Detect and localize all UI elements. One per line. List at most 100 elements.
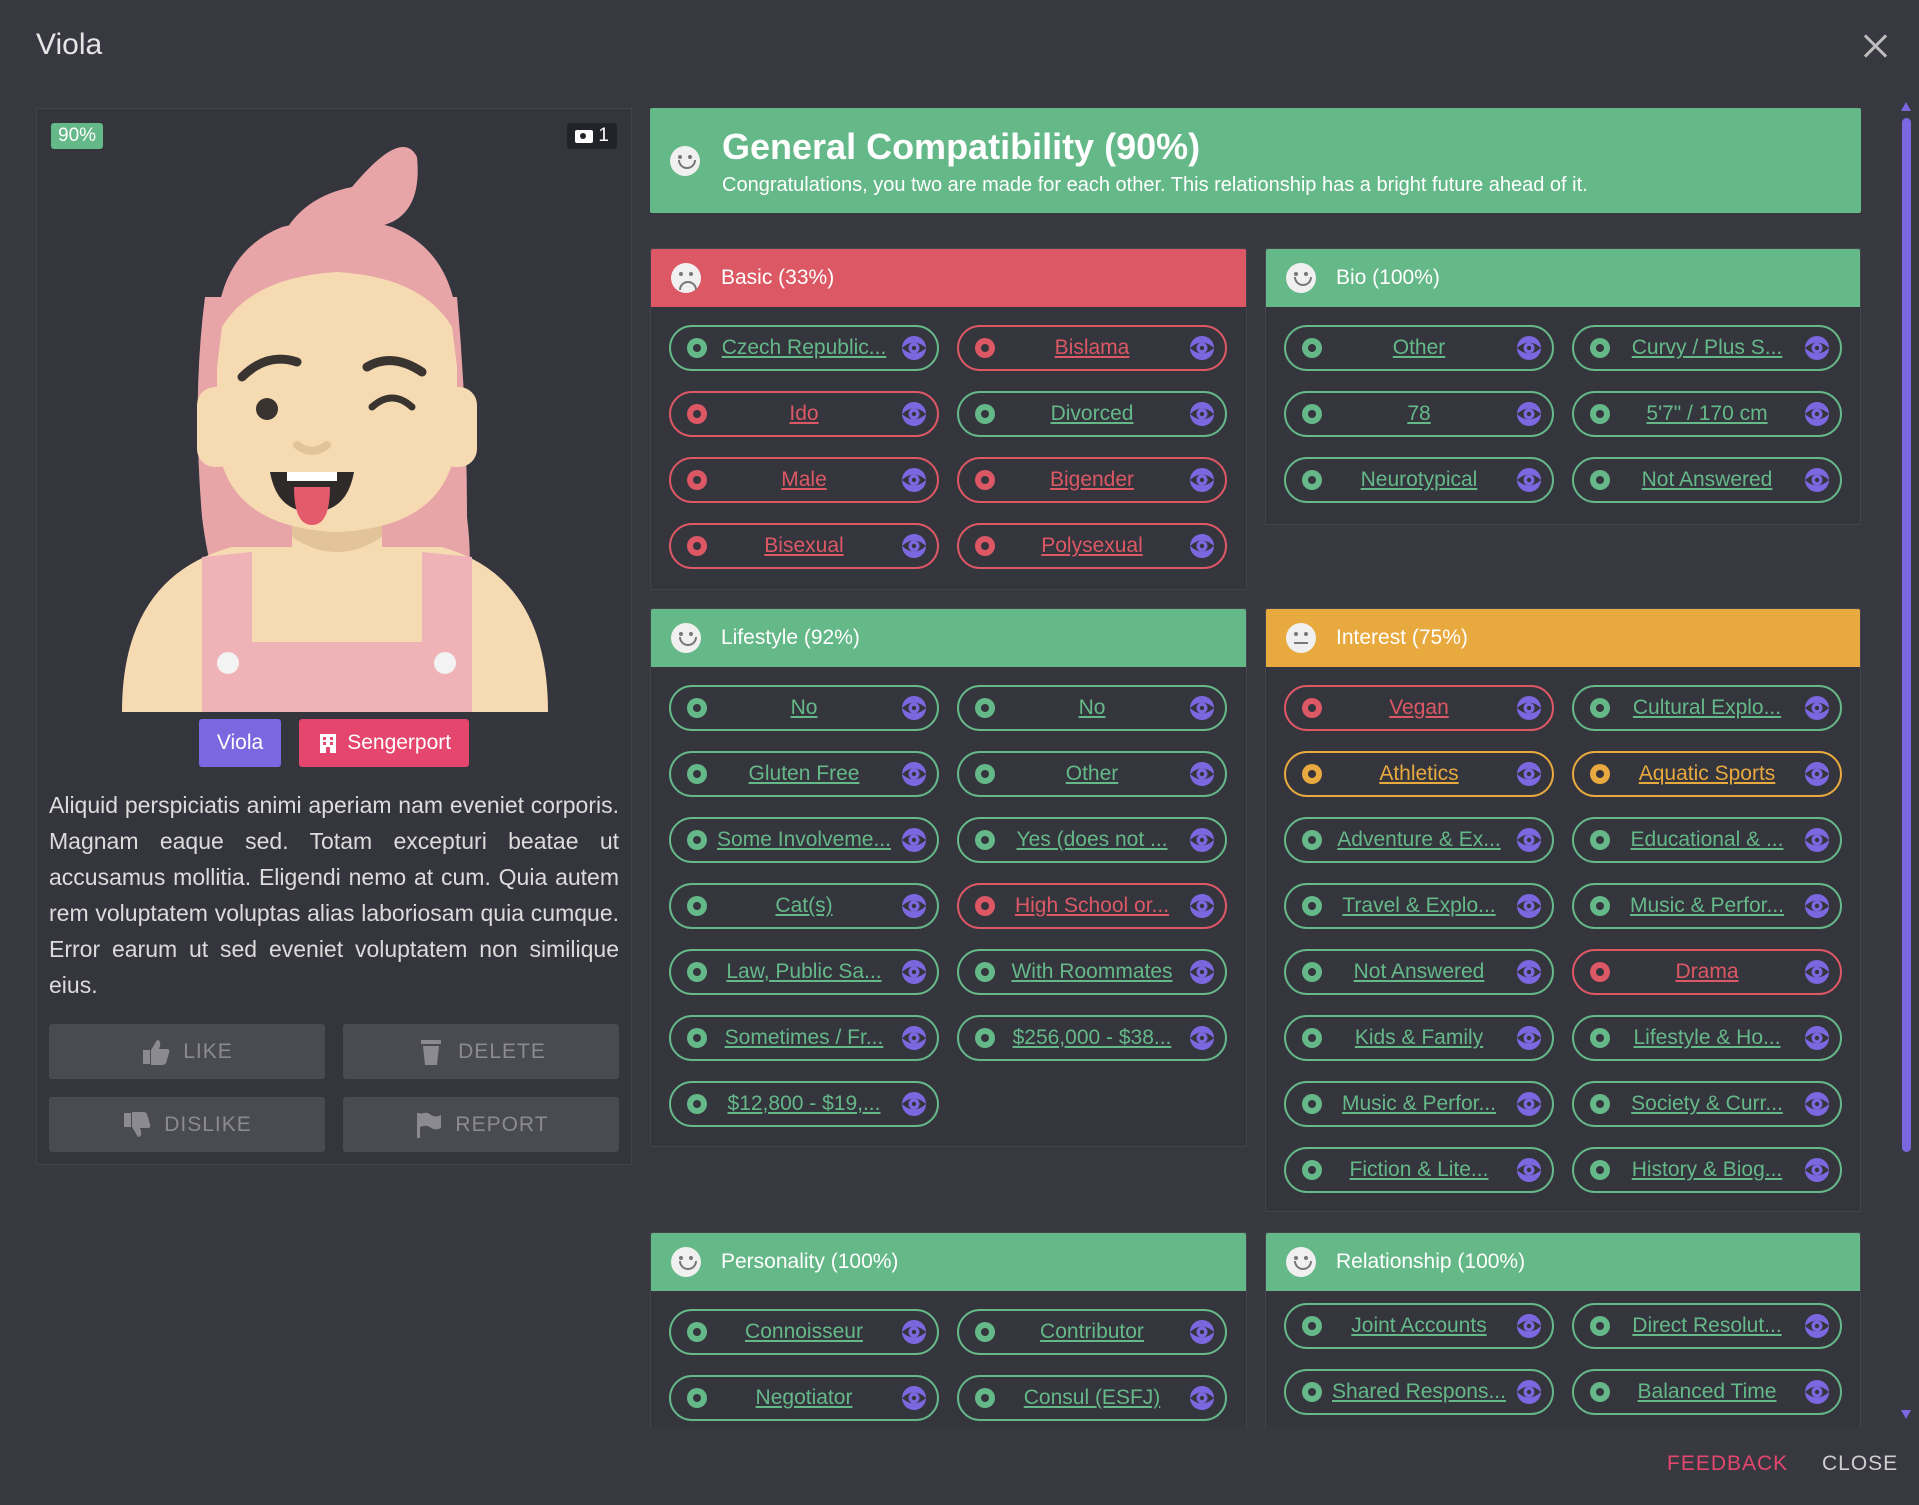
basic-item[interactable]: Czech Republic... [669, 325, 939, 371]
bio-item[interactable]: Not Answered [1572, 457, 1842, 503]
eye-icon[interactable] [897, 334, 931, 362]
eye-icon[interactable] [1800, 466, 1834, 494]
eye-icon[interactable] [1512, 760, 1546, 788]
interest-item-label[interactable]: Not Answered [1353, 960, 1485, 983]
eye-icon[interactable] [1512, 958, 1546, 986]
lifestyle-item-label[interactable]: No [790, 696, 818, 719]
basic-item-label[interactable]: Czech Republic... [721, 336, 887, 359]
interest-item-label[interactable]: Travel & Explo... [1342, 894, 1496, 917]
basic-item[interactable]: Ido [669, 391, 939, 437]
name-chip[interactable]: Viola [198, 719, 282, 767]
scrollbar-thumb[interactable] [1902, 118, 1911, 1152]
relationship-item[interactable]: Joint Accounts [1284, 1303, 1554, 1349]
lifestyle-item[interactable]: Law, Public Sa... [669, 949, 939, 995]
basic-item-label[interactable]: Bislama [1054, 336, 1130, 359]
lifestyle-item-label[interactable]: Yes (does not ... [1016, 828, 1168, 851]
lifestyle-item[interactable]: $12,800 - $19,... [669, 1081, 939, 1127]
interest-item[interactable]: Fiction & Lite... [1284, 1147, 1554, 1193]
basic-item[interactable]: Bisexual [669, 523, 939, 569]
eye-icon[interactable] [1800, 826, 1834, 854]
bio-item[interactable]: Neurotypical [1284, 457, 1554, 503]
lifestyle-item-label[interactable]: Sometimes / Fr... [724, 1026, 884, 1049]
interest-item[interactable]: Adventure & Ex... [1284, 817, 1554, 863]
relationship-item-label[interactable]: Shared Respons... [1332, 1380, 1506, 1403]
basic-item-label[interactable]: Divorced [1050, 402, 1134, 425]
lifestyle-item-label[interactable]: $12,800 - $19,... [727, 1092, 881, 1115]
relationship-item[interactable]: Shared Respons... [1284, 1369, 1554, 1415]
bio-item-label[interactable]: Curvy / Plus S... [1631, 336, 1783, 359]
eye-icon[interactable] [1800, 1024, 1834, 1052]
photo-count-badge[interactable]: 1 [567, 123, 617, 149]
interest-item[interactable]: History & Biog... [1572, 1147, 1842, 1193]
scroll-down-arrow[interactable] [1901, 1410, 1911, 1419]
personality-item-label[interactable]: Connoisseur [745, 1320, 863, 1343]
eye-icon[interactable] [1185, 1384, 1219, 1412]
interest-item-label[interactable]: Athletics [1379, 762, 1459, 785]
dislike-button[interactable]: DISLIKE [49, 1097, 325, 1152]
basic-item[interactable]: Divorced [957, 391, 1227, 437]
lifestyle-item[interactable]: No [669, 685, 939, 731]
personality-item-label[interactable]: Negotiator [755, 1386, 853, 1409]
relationship-item-label[interactable]: Joint Accounts [1351, 1314, 1487, 1337]
location-chip[interactable]: Sengerport [299, 719, 470, 767]
basic-item-label[interactable]: Male [781, 468, 827, 491]
eye-icon[interactable] [1185, 892, 1219, 920]
interest-item[interactable]: Travel & Explo... [1284, 883, 1554, 929]
lifestyle-item[interactable]: $256,000 - $38... [957, 1015, 1227, 1061]
eye-icon[interactable] [897, 892, 931, 920]
relationship-item[interactable]: Direct Resolut... [1572, 1303, 1842, 1349]
basic-item[interactable]: Bislama [957, 325, 1227, 371]
interest-item-label[interactable]: Adventure & Ex... [1337, 828, 1501, 851]
interest-item-label[interactable]: Society & Curr... [1631, 1092, 1783, 1115]
interest-item[interactable]: Lifestyle & Ho... [1572, 1015, 1842, 1061]
eye-icon[interactable] [1512, 400, 1546, 428]
personality-item[interactable]: Contributor [957, 1309, 1227, 1355]
interest-item-label[interactable]: Kids & Family [1354, 1026, 1484, 1049]
close-button[interactable]: CLOSE [1822, 1452, 1899, 1475]
interest-item-label[interactable]: History & Biog... [1631, 1158, 1783, 1181]
interest-item[interactable]: Educational & ... [1572, 817, 1842, 863]
personality-item[interactable]: Negotiator [669, 1375, 939, 1421]
interest-item[interactable]: Cultural Explo... [1572, 685, 1842, 731]
lifestyle-item-label[interactable]: Cat(s) [775, 894, 833, 917]
bio-item[interactable]: Other [1284, 325, 1554, 371]
lifestyle-item[interactable]: Other [957, 751, 1227, 797]
scroll-up-arrow[interactable] [1901, 102, 1911, 111]
lifestyle-item-label[interactable]: No [1078, 696, 1106, 719]
eye-icon[interactable] [1512, 1378, 1546, 1406]
basic-item-label[interactable]: Polysexual [1041, 534, 1143, 557]
feedback-button[interactable]: FEEDBACK [1667, 1452, 1789, 1475]
eye-icon[interactable] [897, 826, 931, 854]
relationship-item-label[interactable]: Balanced Time [1637, 1380, 1777, 1403]
eye-icon[interactable] [1185, 826, 1219, 854]
eye-icon[interactable] [897, 1090, 931, 1118]
eye-icon[interactable] [897, 958, 931, 986]
eye-icon[interactable] [897, 400, 931, 428]
lifestyle-item-label[interactable]: Gluten Free [748, 762, 860, 785]
eye-icon[interactable] [1800, 400, 1834, 428]
eye-icon[interactable] [1512, 334, 1546, 362]
eye-icon[interactable] [1185, 958, 1219, 986]
lifestyle-item[interactable]: No [957, 685, 1227, 731]
eye-icon[interactable] [1512, 1090, 1546, 1118]
eye-icon[interactable] [1185, 466, 1219, 494]
bio-item[interactable]: Curvy / Plus S... [1572, 325, 1842, 371]
basic-item-label[interactable]: Bisexual [764, 534, 844, 557]
interest-item[interactable]: Drama [1572, 949, 1842, 995]
lifestyle-item[interactable]: Yes (does not ... [957, 817, 1227, 863]
interest-item-label[interactable]: Fiction & Lite... [1349, 1158, 1489, 1181]
eye-icon[interactable] [1185, 1318, 1219, 1346]
eye-icon[interactable] [897, 466, 931, 494]
eye-icon[interactable] [1800, 1312, 1834, 1340]
eye-icon[interactable] [1800, 958, 1834, 986]
relationship-item[interactable]: Balanced Time [1572, 1369, 1842, 1415]
basic-item[interactable]: Polysexual [957, 523, 1227, 569]
interest-item-label[interactable]: Lifestyle & Ho... [1633, 1026, 1781, 1049]
interest-item-label[interactable]: Music & Perfor... [1341, 1092, 1497, 1115]
lifestyle-item-label[interactable]: Some Involveme... [717, 828, 891, 851]
eye-icon[interactable] [897, 1318, 931, 1346]
eye-icon[interactable] [1185, 334, 1219, 362]
interest-item[interactable]: Not Answered [1284, 949, 1554, 995]
eye-icon[interactable] [897, 760, 931, 788]
basic-item-label[interactable]: Ido [789, 402, 819, 425]
